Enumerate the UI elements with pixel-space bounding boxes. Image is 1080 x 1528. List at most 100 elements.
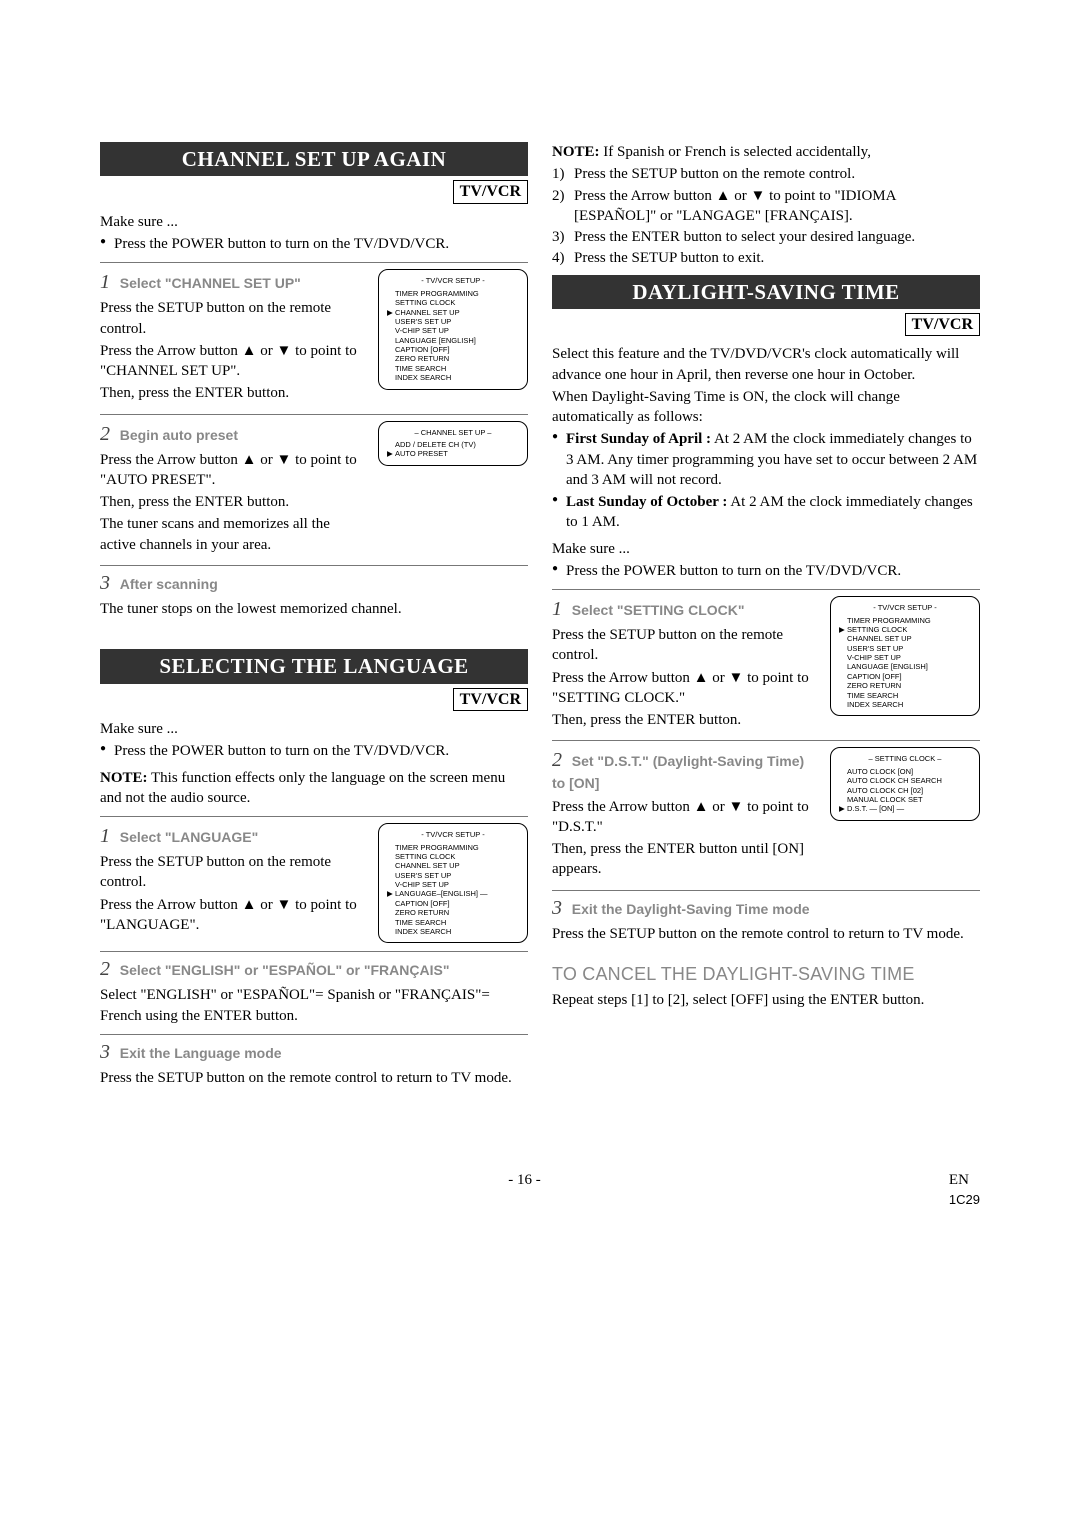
step-label: Set "D.S.T." (Daylight-Saving Time) to [… (552, 753, 804, 791)
note: NOTE: This function effects only the lan… (100, 768, 528, 809)
prereq-list: Press the POWER button to turn on the TV… (100, 741, 528, 761)
channel-setup-title: CHANNEL SET UP AGAIN (100, 142, 528, 176)
list-num: 1) (552, 164, 570, 184)
numbered-list: 1)Press the SETUP button on the remote c… (552, 164, 980, 268)
step-body: Then, press the ENTER button. (552, 710, 818, 730)
step-body: Press the Arrow button ▲ or ▼ to point t… (552, 797, 818, 838)
footer-code: 1C29 (949, 1192, 980, 1207)
intro: Select this feature and the TV/DVD/VCR's… (552, 344, 980, 385)
note-text: This function effects only the language … (100, 770, 505, 806)
divider (100, 414, 528, 415)
divider (100, 1034, 528, 1035)
prereq-list: Press the POWER button to turn on the TV… (552, 561, 980, 581)
osd-panel: – SETTING CLOCK –AUTO CLOCK [ON]AUTO CLO… (830, 747, 980, 820)
note-lead: NOTE: If Spanish or French is selected a… (552, 142, 980, 162)
divider (100, 816, 528, 817)
list-item: 3)Press the ENTER button to select your … (552, 227, 980, 247)
step-body: Press the SETUP button on the remote con… (552, 625, 818, 666)
step-head: 1 Select "CHANNEL SET UP" (100, 269, 366, 296)
tvvcr-row: TV/VCR (100, 688, 528, 712)
page: CHANNEL SET UP AGAIN TV/VCR Make sure ..… (100, 140, 980, 1090)
step-num: 3 (552, 897, 562, 919)
language-title: SELECTING THE LANGUAGE (100, 649, 528, 683)
step-text: 1 Select "SETTING CLOCK" Press the SETUP… (552, 594, 818, 732)
step-num: 1 (100, 825, 110, 847)
osd-panel: - TV/VCR SETUP -TIMER PROGRAMMINGSETTING… (378, 269, 528, 389)
step-label: After scanning (120, 576, 218, 592)
tvvcr-row: TV/VCR (552, 313, 980, 337)
step-num: 2 (100, 958, 110, 980)
step-head: 2 Select "ENGLISH" or "ESPAÑOL" or "FRAN… (100, 956, 528, 983)
divider (552, 740, 980, 741)
right-column: NOTE: If Spanish or French is selected a… (552, 140, 980, 1090)
list-item: 1)Press the SETUP button on the remote c… (552, 164, 980, 184)
left-column: CHANNEL SET UP AGAIN TV/VCR Make sure ..… (100, 140, 528, 1090)
list-num: 3) (552, 227, 570, 247)
intro: When Daylight-Saving Time is ON, the clo… (552, 387, 980, 428)
step-text: 2 Set "D.S.T." (Daylight-Saving Time) to… (552, 745, 818, 881)
step-label: Begin auto preset (120, 427, 238, 443)
step-body: Press the Arrow button ▲ or ▼ to point t… (552, 668, 818, 709)
tvvcr-badge: TV/VCR (453, 180, 528, 204)
tvvcr-badge: TV/VCR (905, 313, 980, 337)
step-row: 1 Select "SETTING CLOCK" Press the SETUP… (552, 594, 980, 732)
step-label: Select "ENGLISH" or "ESPAÑOL" or "FRANÇA… (120, 962, 450, 978)
step-head: 1 Select "LANGUAGE" (100, 823, 366, 850)
step-label: Select "CHANNEL SET UP" (120, 275, 301, 291)
divider (100, 565, 528, 566)
step-body: Press the SETUP button on the remote con… (100, 298, 366, 339)
step-head: 1 Select "SETTING CLOCK" (552, 596, 818, 623)
make-sure: Make sure ... (552, 539, 980, 559)
step-num: 3 (100, 572, 110, 594)
step-num: 3 (100, 1041, 110, 1063)
footer-en: EN (949, 1172, 969, 1188)
step-body: The tuner stops on the lowest memorized … (100, 599, 528, 619)
note-lead-text: If Spanish or French is selected acciden… (603, 144, 871, 160)
dst-rule: First Sunday of April : At 2 AM the cloc… (552, 429, 980, 490)
list-text: Press the SETUP button to exit. (574, 248, 764, 268)
cancel-head: TO CANCEL THE DAYLIGHT-SAVING TIME (552, 962, 980, 986)
step-text: 2 Begin auto preset Press the Arrow butt… (100, 419, 366, 557)
step-body: Then, press the ENTER button. (100, 383, 366, 403)
step-label: Select "LANGUAGE" (120, 829, 259, 845)
footer-right: EN 1C29 (949, 1170, 980, 1211)
step-num: 2 (552, 749, 562, 771)
dst-rule: Last Sunday of October : At 2 AM the clo… (552, 492, 980, 533)
dst-rule-label: Last Sunday of October : (566, 494, 727, 510)
make-sure: Make sure ... (100, 212, 528, 232)
step-num: 2 (100, 423, 110, 445)
step-row: 2 Begin auto preset Press the Arrow butt… (100, 419, 528, 557)
dst-title: DAYLIGHT-SAVING TIME (552, 275, 980, 309)
divider (552, 589, 980, 590)
osd-panel: - TV/VCR SETUP -TIMER PROGRAMMINGSETTING… (378, 823, 528, 943)
dst-rules: First Sunday of April : At 2 AM the cloc… (552, 429, 980, 532)
list-item: 2)Press the Arrow button ▲ or ▼ to point… (552, 186, 980, 227)
list-item: 4)Press the SETUP button to exit. (552, 248, 980, 268)
step-row: 2 Set "D.S.T." (Daylight-Saving Time) to… (552, 745, 980, 881)
prereq-item: Press the POWER button to turn on the TV… (100, 741, 528, 761)
step-row: 1 Select "CHANNEL SET UP" Press the SETU… (100, 267, 528, 405)
step-body: Press the SETUP button on the remote con… (100, 852, 366, 893)
step-body: Select "ENGLISH" or "ESPAÑOL"= Spanish o… (100, 985, 528, 1026)
step-text: 1 Select "CHANNEL SET UP" Press the SETU… (100, 267, 366, 405)
divider (100, 262, 528, 263)
step-row: 1 Select "LANGUAGE" Press the SETUP butt… (100, 821, 528, 943)
spacer (100, 621, 528, 647)
step-head: 3 Exit the Language mode (100, 1039, 528, 1066)
step-num: 1 (552, 598, 562, 620)
step-body: The tuner scans and memorizes all the ac… (100, 514, 366, 555)
step-label: Exit the Language mode (120, 1045, 282, 1061)
step-head: 2 Begin auto preset (100, 421, 366, 448)
step-head: 3 After scanning (100, 570, 528, 597)
list-num: 4) (552, 248, 570, 268)
make-sure: Make sure ... (100, 719, 528, 739)
step-head: 3 Exit the Daylight-Saving Time mode (552, 895, 980, 922)
step-num: 1 (100, 271, 110, 293)
tvvcr-badge: TV/VCR (453, 688, 528, 712)
list-text: Press the ENTER button to select your de… (574, 227, 915, 247)
prereq-item: Press the POWER button to turn on the TV… (100, 234, 528, 254)
list-text: Press the Arrow button ▲ or ▼ to point t… (574, 186, 980, 227)
dst-rule-label: First Sunday of April : (566, 431, 711, 447)
divider (552, 890, 980, 891)
cancel-body: Repeat steps [1] to [2], select [OFF] us… (552, 990, 980, 1010)
